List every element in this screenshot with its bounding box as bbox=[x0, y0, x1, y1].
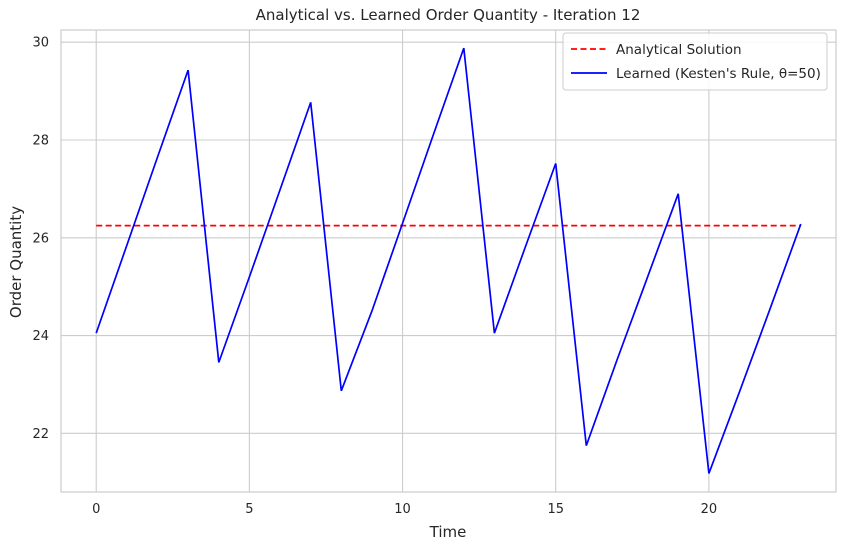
y-tick-label: 22 bbox=[32, 427, 49, 442]
legend-label-learned: Learned (Kesten's Rule, θ=50) bbox=[616, 66, 821, 82]
y-axis-label: Order Quantity bbox=[7, 206, 25, 318]
legend-box bbox=[562, 32, 828, 91]
series-lines bbox=[95, 47, 802, 474]
legend: Analytical Solution Learned (Kesten's Ru… bbox=[562, 32, 828, 91]
chart-title: Analytical vs. Learned Order Quantity - … bbox=[256, 6, 641, 24]
y-tick-label: 28 bbox=[32, 134, 49, 149]
tick-labels: 0 5 10 15 20 22 24 26 28 30 bbox=[32, 36, 717, 517]
y-tick-label: 26 bbox=[32, 231, 49, 246]
x-tick-label: 10 bbox=[394, 502, 411, 517]
x-tick-label: 5 bbox=[245, 502, 253, 517]
x-tick-label: 20 bbox=[701, 502, 718, 517]
plot-area-frame bbox=[60, 29, 837, 493]
x-tick-label: 0 bbox=[92, 502, 100, 517]
learned-order-quantity-line bbox=[95, 47, 802, 474]
x-tick-label: 15 bbox=[547, 502, 564, 517]
y-tick-label: 24 bbox=[32, 329, 49, 344]
y-tick-label: 30 bbox=[32, 36, 49, 51]
legend-label-analytical: Analytical Solution bbox=[616, 42, 742, 58]
x-axis-label: Time bbox=[429, 523, 467, 541]
